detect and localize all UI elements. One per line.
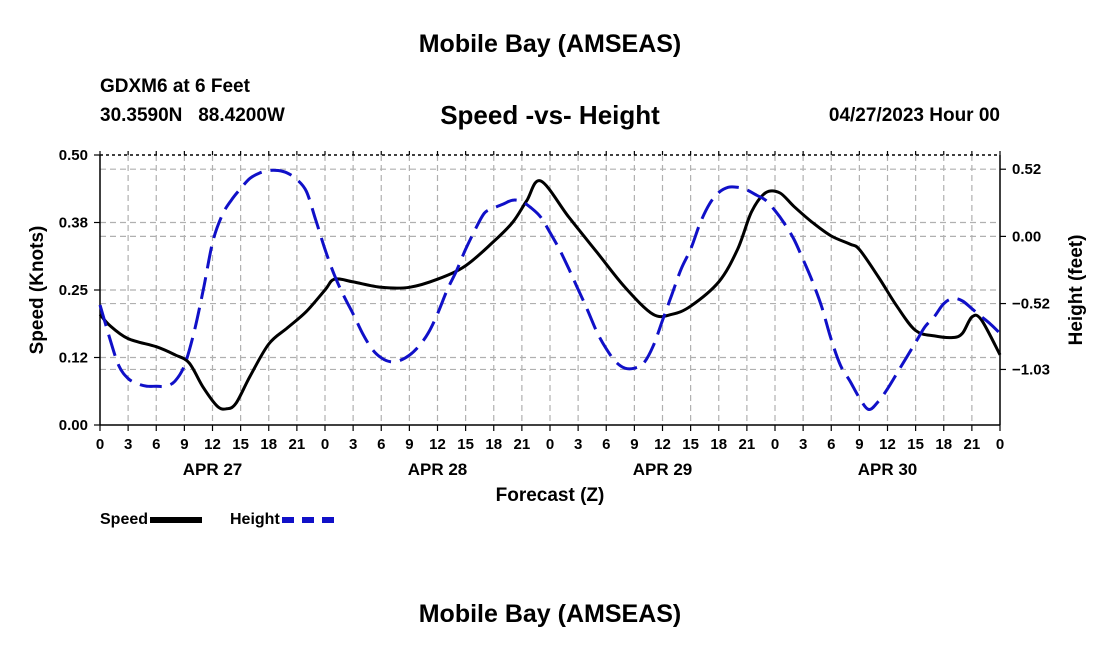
- x-tick-label: 15: [457, 436, 474, 453]
- x-tick-label: 3: [124, 436, 132, 453]
- x-tick-label: 0: [771, 436, 779, 453]
- chart-title: Mobile Bay (AMSEAS): [418, 30, 682, 58]
- x-tick-label: 3: [574, 436, 582, 453]
- axis-labels: 0 3 6 9 12 15 18 21 0 3 6 9 12 15 18 21 0 3 6 9 12 15 18 21 0 3 6 9…: [27, 147, 1087, 506]
- x-tick-label: 21: [739, 436, 756, 453]
- x-tick-label: 6: [602, 436, 610, 453]
- x-day-label: APR 27: [183, 460, 243, 479]
- x-tick-label: 6: [152, 436, 160, 453]
- x-tick-label: 21: [514, 436, 531, 453]
- y-left-tick-label: 0.00: [59, 417, 88, 434]
- y-left-tick-label: 0.12: [59, 350, 88, 367]
- x-tick-label: 9: [855, 436, 863, 453]
- series-lines: [98, 168, 1002, 412]
- y-left-tick-label: 0.25: [59, 282, 88, 299]
- coordinates-label: 30.3590N 88.4200W: [100, 105, 285, 126]
- x-tick-label: 9: [180, 436, 188, 453]
- y-left-tick-label: 0.50: [59, 147, 88, 164]
- x-tick-label: 9: [630, 436, 638, 453]
- legend-height-label: Height: [230, 511, 280, 528]
- y-right-tick-label: 0.52: [1012, 161, 1041, 178]
- legend-speed-label: Speed: [100, 511, 149, 528]
- legend-speed-swatch: [150, 517, 203, 523]
- x-tick-label: 15: [682, 436, 699, 453]
- station-label: GDXM6 at 6 Feet: [100, 76, 250, 97]
- x-tick-label: 18: [260, 436, 277, 453]
- x-tick-label: 12: [654, 436, 671, 453]
- x-tick-label: 9: [405, 436, 413, 453]
- chart-plot: 0 3 6 9 12 15 18 21 0 3 6 9 12 15 18 21 0 3 6 9 12 15 18 21 0 3 6 9…: [27, 147, 1087, 506]
- chart-subtitle: Speed -vs- Height: [440, 100, 660, 130]
- x-tick-label: 0: [321, 436, 329, 453]
- x-tick-label: 0: [546, 436, 554, 453]
- x-tick-label: 12: [429, 436, 446, 453]
- x-tick-label: 21: [964, 436, 981, 453]
- x-tick-label: 12: [879, 436, 896, 453]
- x-tick-label: 18: [710, 436, 727, 453]
- y-left-tick-label: 0.38: [59, 215, 88, 232]
- x-tick-label: 0: [96, 436, 104, 453]
- datetime-label: 04/27/2023 Hour 00: [828, 105, 1000, 126]
- x-tick-label: 18: [485, 436, 502, 453]
- y-right-axis-title: Height (feet): [1066, 235, 1087, 346]
- y-right-tick-label: −0.52: [1012, 296, 1050, 313]
- y-right-tick-label: 0.00: [1012, 228, 1041, 245]
- x-tick-label: 12: [204, 436, 221, 453]
- axes: [94, 151, 1006, 431]
- legend-speed: Speed: [100, 510, 203, 530]
- legend-height-swatch: [281, 517, 334, 523]
- x-tick-label: 3: [349, 436, 357, 453]
- x-tick-label: 15: [232, 436, 249, 453]
- x-tick-label: 0: [996, 436, 1004, 453]
- y-left-axis-title: Speed (Knots): [27, 226, 48, 355]
- x-tick-label: 21: [289, 436, 306, 453]
- x-day-label: APR 28: [408, 460, 468, 479]
- x-tick-label: 6: [827, 436, 835, 453]
- footer-title: Mobile Bay (AMSEAS): [418, 600, 682, 628]
- x-tick-label: 6: [377, 436, 385, 453]
- x-day-label: APR 29: [633, 460, 693, 479]
- x-axis-title: Forecast (Z): [496, 485, 605, 506]
- series-line-speed: [98, 179, 1002, 411]
- x-tick-label: 15: [907, 436, 924, 453]
- legend-height: Height: [230, 510, 334, 530]
- x-tick-label: 18: [935, 436, 952, 453]
- x-tick-label: 3: [799, 436, 807, 453]
- y-right-tick-label: −1.03: [1012, 361, 1050, 378]
- x-day-label: APR 30: [858, 460, 918, 479]
- series-line-height: [98, 168, 1002, 412]
